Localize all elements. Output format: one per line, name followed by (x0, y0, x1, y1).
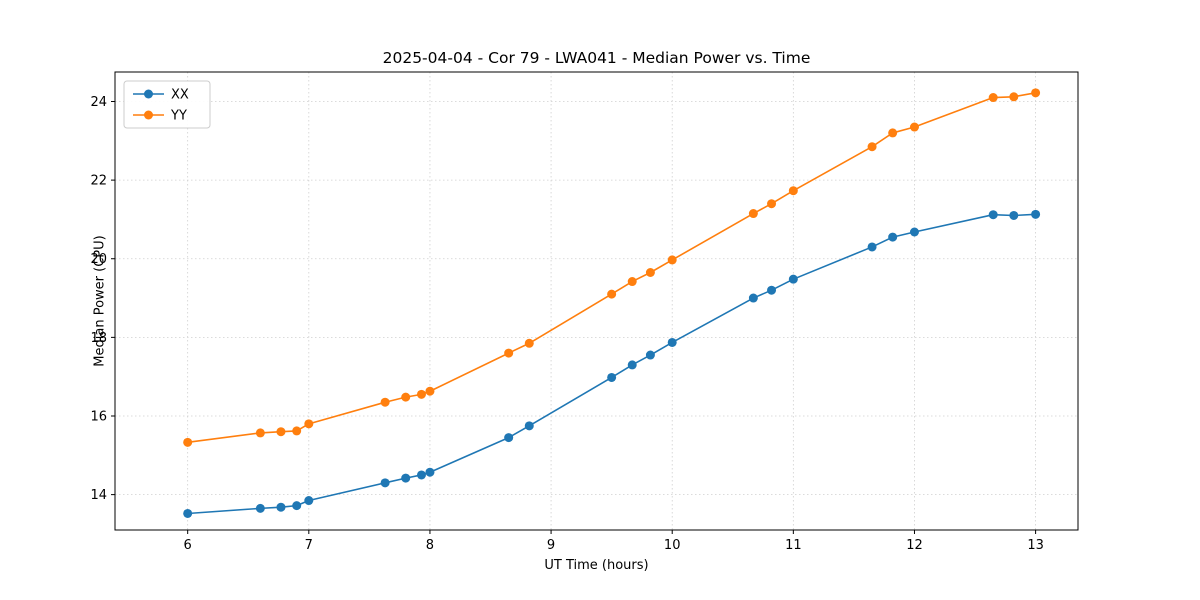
data-point-XX (1031, 209, 1041, 219)
data-point-XX (788, 274, 798, 284)
data-point-XX (627, 360, 637, 370)
data-point-YY (607, 289, 617, 299)
y-tick-label: 24 (90, 95, 107, 110)
data-point-XX (416, 470, 426, 480)
data-point-XX (607, 372, 617, 382)
data-point-YY (504, 348, 514, 358)
data-point-YY (380, 397, 390, 407)
x-tick-label: 9 (547, 538, 555, 553)
data-point-YY (667, 255, 677, 265)
data-point-YY (788, 186, 798, 196)
data-point-YY (909, 122, 919, 132)
data-point-XX (667, 337, 677, 347)
legend-label-XX: XX (171, 88, 189, 103)
data-point-YY (988, 93, 998, 103)
x-tick-label: 11 (785, 538, 802, 553)
x-axis-label: UT Time (hours) (544, 558, 649, 573)
data-point-YY (748, 209, 758, 219)
chart-title: 2025-04-04 - Cor 79 - LWA041 - Median Po… (382, 49, 811, 67)
data-point-XX (304, 496, 314, 506)
legend-marker-YY (144, 110, 153, 120)
data-point-XX (425, 467, 435, 477)
data-point-XX (888, 232, 898, 242)
data-point-YY (416, 389, 426, 399)
data-point-YY (255, 428, 265, 438)
data-point-XX (748, 293, 758, 303)
data-point-YY (183, 437, 193, 447)
data-point-XX (401, 473, 411, 483)
series-line-XX (186, 213, 1037, 515)
data-point-XX (276, 502, 286, 512)
series-line-YY (186, 92, 1037, 444)
data-point-XX (909, 227, 919, 237)
data-point-YY (888, 128, 898, 138)
data-point-YY (401, 392, 411, 402)
data-point-YY (867, 142, 877, 152)
data-point-XX (524, 421, 534, 431)
x-tick-label: 8 (426, 538, 434, 553)
data-point-YY (292, 426, 302, 436)
legend-label-YY: YY (170, 109, 187, 124)
x-tick-label: 13 (1027, 538, 1044, 553)
data-point-YY (1009, 92, 1019, 102)
x-tick-label: 7 (305, 538, 313, 553)
y-tick-label: 20 (90, 252, 107, 267)
x-tick-label: 12 (906, 538, 923, 553)
data-point-YY (304, 419, 314, 429)
legend-box (123, 80, 211, 129)
data-point-XX (645, 350, 655, 360)
data-point-XX (292, 501, 302, 511)
data-point-YY (1031, 88, 1041, 98)
data-point-YY (645, 267, 655, 277)
data-point-YY (425, 386, 435, 396)
plot-border (114, 71, 1079, 531)
data-point-YY (524, 338, 534, 348)
data-point-XX (988, 210, 998, 220)
y-tick-label: 22 (90, 174, 107, 189)
y-tick-label: 14 (90, 488, 107, 503)
data-point-XX (1009, 210, 1019, 220)
data-point-YY (767, 199, 777, 209)
data-point-XX (767, 285, 777, 295)
data-point-XX (504, 433, 514, 443)
y-tick-label: 18 (90, 331, 107, 346)
data-point-XX (380, 478, 390, 488)
data-point-YY (627, 277, 637, 287)
y-axis-label: Median Power (CPU) (92, 235, 108, 367)
x-tick-label: 10 (664, 538, 681, 553)
legend-marker-XX (144, 89, 153, 99)
data-point-XX (867, 242, 877, 252)
x-tick-label: 6 (184, 538, 192, 553)
data-point-XX (183, 508, 193, 518)
y-tick-label: 16 (90, 409, 107, 424)
data-point-YY (276, 427, 286, 437)
data-point-XX (255, 503, 265, 513)
